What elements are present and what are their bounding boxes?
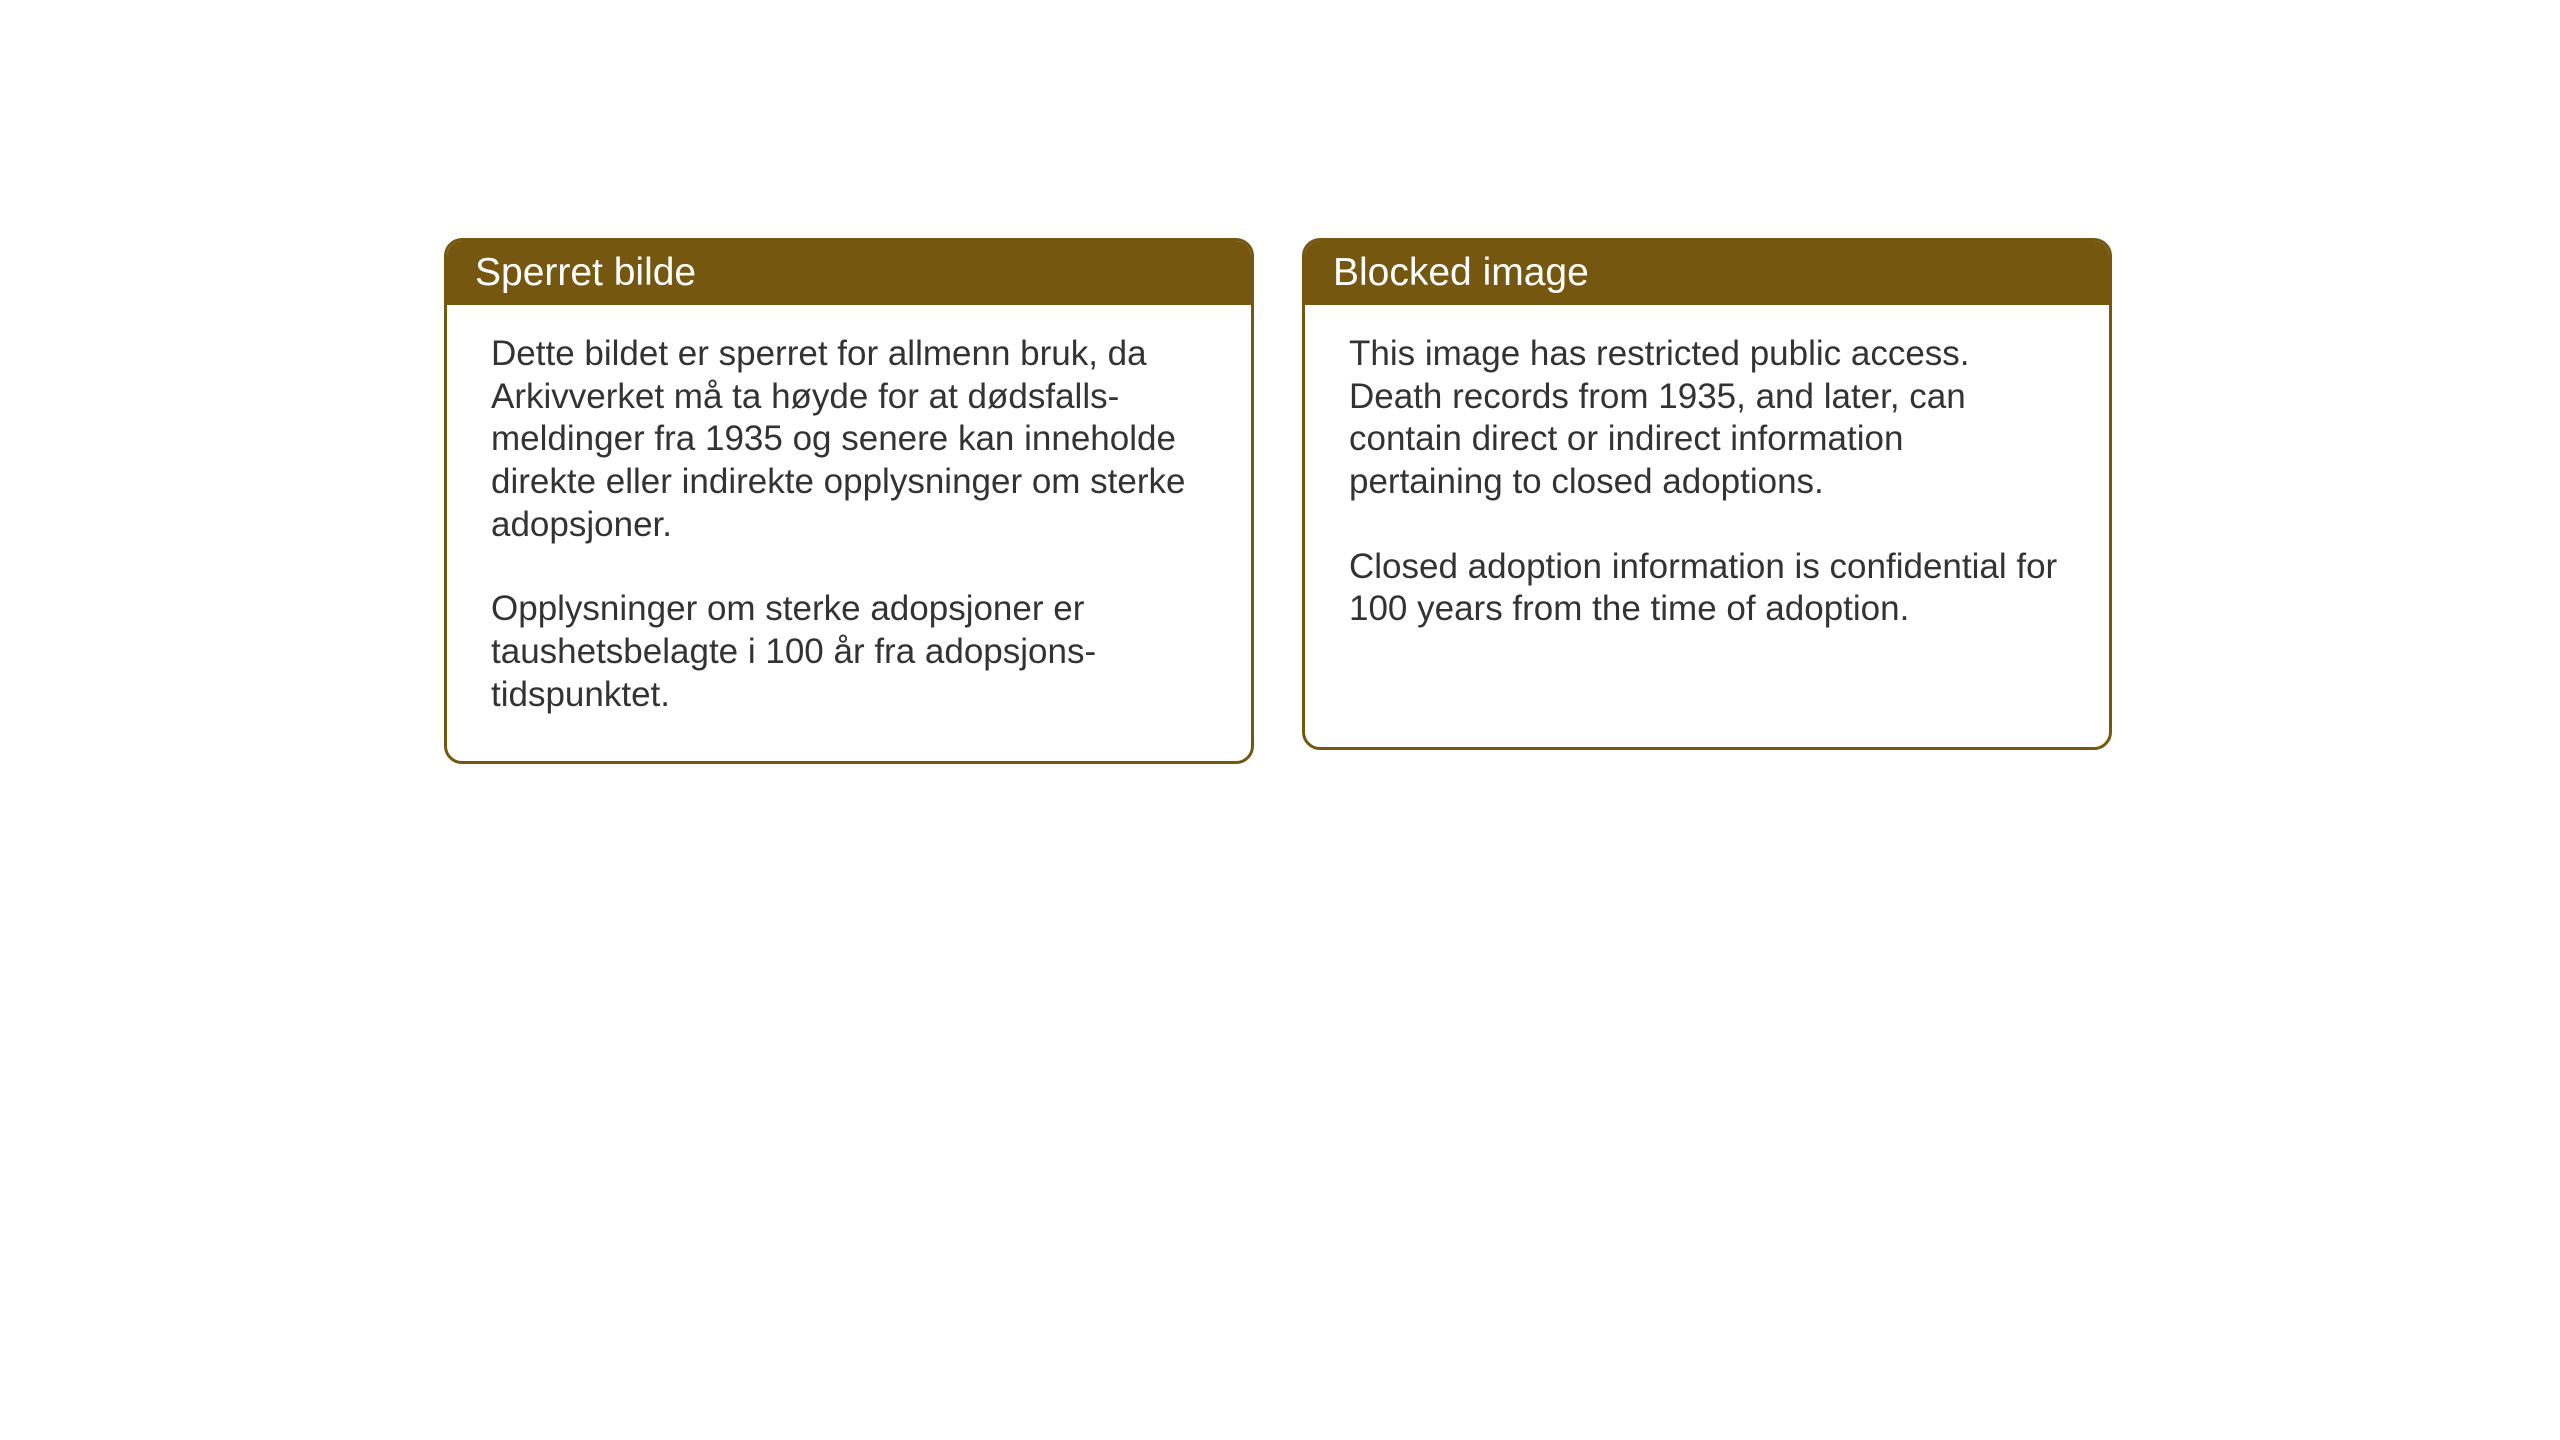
card-english: Blocked image This image has restricted …	[1302, 238, 2112, 750]
card-norwegian: Sperret bilde Dette bildet er sperret fo…	[444, 238, 1254, 764]
paragraph-1-norwegian: Dette bildet er sperret for allmenn bruk…	[491, 333, 1207, 546]
paragraph-2-english: Closed adoption information is confident…	[1349, 546, 2065, 631]
card-body-norwegian: Dette bildet er sperret for allmenn bruk…	[447, 305, 1251, 761]
cards-container: Sperret bilde Dette bildet er sperret fo…	[444, 238, 2112, 764]
paragraph-2-norwegian: Opplysninger om sterke adopsjoner er tau…	[491, 588, 1207, 716]
card-header-norwegian: Sperret bilde	[447, 241, 1251, 305]
card-header-english: Blocked image	[1305, 241, 2109, 305]
card-body-english: This image has restricted public access.…	[1305, 305, 2109, 675]
paragraph-1-english: This image has restricted public access.…	[1349, 333, 2065, 504]
